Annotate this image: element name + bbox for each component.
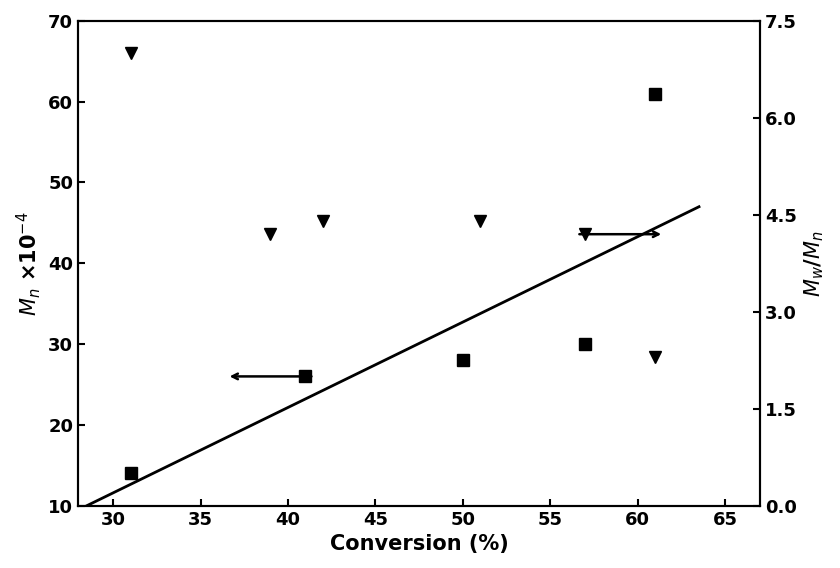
- Y-axis label: $M_n$ ×10$^{-4}$: $M_n$ ×10$^{-4}$: [14, 211, 43, 316]
- Y-axis label: $M_w$/$M_n$: $M_w$/$M_n$: [802, 230, 826, 296]
- X-axis label: Conversion (%): Conversion (%): [330, 534, 508, 554]
